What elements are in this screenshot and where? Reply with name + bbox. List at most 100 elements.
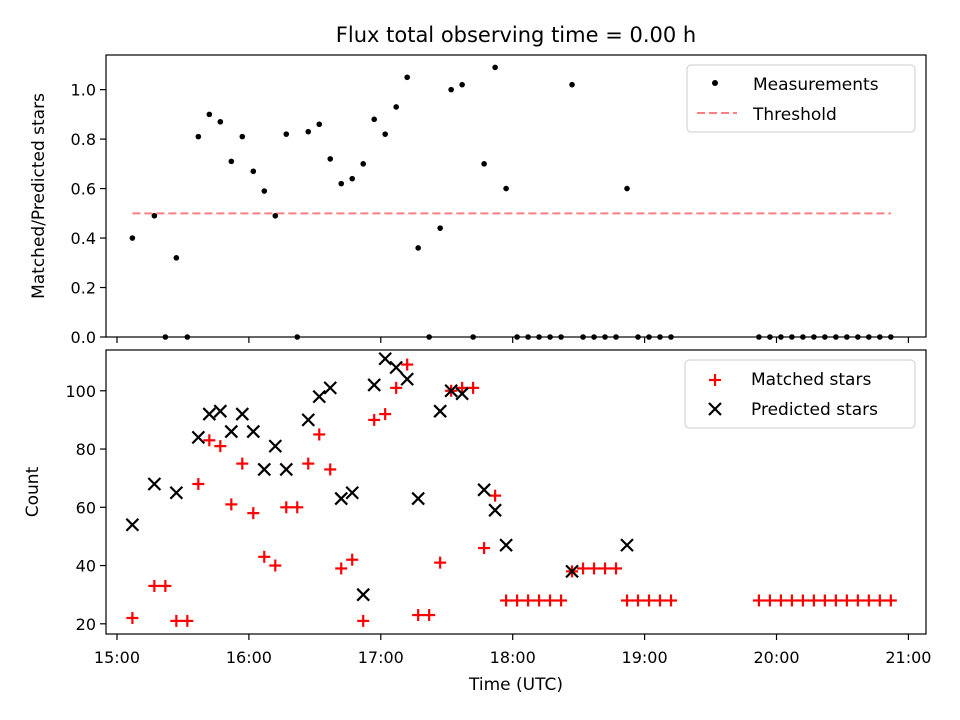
matched-star-point xyxy=(269,559,282,572)
legend-measurements-marker xyxy=(712,80,718,86)
matched-star-point xyxy=(829,594,842,607)
bottom-ytick-label: 80 xyxy=(76,440,96,459)
matched-star-point xyxy=(302,457,315,470)
top-ytick-label: 1.0 xyxy=(71,81,96,100)
matched-star-point xyxy=(335,562,348,575)
matched-star-point xyxy=(159,579,172,592)
matched-star-point xyxy=(181,614,194,627)
matched-star-point xyxy=(390,381,403,394)
matched-star-point xyxy=(873,594,886,607)
predicted-star-point xyxy=(455,386,469,401)
x-tick-label: 19:00 xyxy=(622,648,668,667)
matched-star-point xyxy=(555,594,568,607)
legend-matched-marker xyxy=(709,374,721,386)
measurement-point xyxy=(437,225,443,231)
predicted-star-point xyxy=(345,485,359,500)
measurement-point xyxy=(459,81,465,88)
matched-star-point xyxy=(148,579,161,592)
measurement-point xyxy=(129,235,136,241)
bottom-y-axis-label: Count xyxy=(23,466,43,517)
predicted-star-point xyxy=(224,424,239,439)
matched-star-point xyxy=(807,594,820,607)
measurement-point xyxy=(283,131,290,137)
matched-star-point xyxy=(467,381,480,394)
matched-star-point xyxy=(511,594,524,607)
matched-star-point xyxy=(412,609,425,622)
predicted-star-point xyxy=(202,407,217,421)
matched-star-point xyxy=(456,381,469,394)
predicted-star-point xyxy=(378,351,392,366)
measurement-point xyxy=(481,161,487,167)
predicted-star-point xyxy=(433,404,447,418)
bottom-legend: Matched stars Predicted stars xyxy=(684,359,916,429)
top-ytick-label: 0.0 xyxy=(71,328,96,347)
matched-star-point xyxy=(291,501,304,514)
measurement-point xyxy=(393,104,399,110)
matched-star-point xyxy=(192,477,205,490)
matched-star-point xyxy=(247,507,260,520)
matched-star-point xyxy=(785,594,798,607)
matched-star-point xyxy=(610,562,623,575)
measurement-point xyxy=(217,118,224,125)
matched-star-point xyxy=(203,434,216,447)
predicted-star-point xyxy=(147,477,162,491)
matched-star-point xyxy=(796,594,809,607)
predicted-star-point xyxy=(279,462,294,477)
predicted-star-point xyxy=(246,424,261,439)
matched-star-point xyxy=(478,542,491,555)
matched-star-point xyxy=(170,614,183,627)
predicted-star-point xyxy=(191,430,206,445)
matched-star-point xyxy=(236,457,249,470)
measurement-point xyxy=(382,131,388,137)
legend-predicted-marker xyxy=(708,402,722,416)
measurement-point xyxy=(349,175,356,182)
matched-star-point xyxy=(851,594,864,607)
matched-star-point xyxy=(225,498,238,511)
matched-star-point xyxy=(533,594,546,607)
chart-title: Flux total observing time = 0.00 h xyxy=(336,23,696,47)
legend-predicted-label: Predicted stars xyxy=(751,400,878,420)
x-tick-label: 17:00 xyxy=(358,648,404,667)
top-xticks xyxy=(116,337,910,343)
measurement-point xyxy=(305,128,312,135)
top-legend-box xyxy=(686,64,916,133)
measurement-point xyxy=(151,212,158,219)
matched-star-point xyxy=(664,594,677,607)
measurement-point xyxy=(195,133,202,140)
top-marks xyxy=(129,64,894,340)
x-axis-label: Time (UTC) xyxy=(468,675,563,695)
predicted-star-point xyxy=(169,485,184,500)
legend-threshold-label: Threshold xyxy=(752,105,837,125)
matched-star-point xyxy=(599,562,612,575)
predicted-star-point xyxy=(312,389,327,404)
matched-star-point xyxy=(214,440,227,453)
measurement-point xyxy=(448,86,454,93)
matched-star-point xyxy=(324,463,337,476)
x-tick-label: 15:00 xyxy=(94,648,140,667)
matched-star-point xyxy=(522,594,535,607)
x-tick-label: 18:00 xyxy=(490,648,536,667)
predicted-star-point xyxy=(257,462,272,477)
matched-star-point xyxy=(621,594,634,607)
predicted-star-point xyxy=(620,538,634,552)
predicted-star-point xyxy=(488,503,502,517)
matched-star-point xyxy=(818,594,831,607)
matched-star-point xyxy=(500,594,513,607)
matched-star-point xyxy=(258,550,271,563)
measurement-point xyxy=(250,168,257,175)
top-ytick-label: 0.4 xyxy=(71,229,96,248)
bottom-ytick-label: 100 xyxy=(65,382,96,401)
legend-matched-label: Matched stars xyxy=(751,370,871,390)
matched-star-point xyxy=(840,594,853,607)
matched-star-point xyxy=(423,609,436,622)
top-axes-frame xyxy=(105,54,927,338)
measurement-point xyxy=(404,74,410,81)
predicted-star-point xyxy=(301,413,316,427)
measurement-point xyxy=(261,188,268,194)
predicted-star-point xyxy=(565,564,579,579)
x-tick-label: 16:00 xyxy=(226,648,272,667)
matched-star-point xyxy=(401,358,414,371)
bottom-axes-frame xyxy=(105,349,927,635)
bottom-marks xyxy=(125,351,897,627)
measurement-point xyxy=(272,212,279,219)
